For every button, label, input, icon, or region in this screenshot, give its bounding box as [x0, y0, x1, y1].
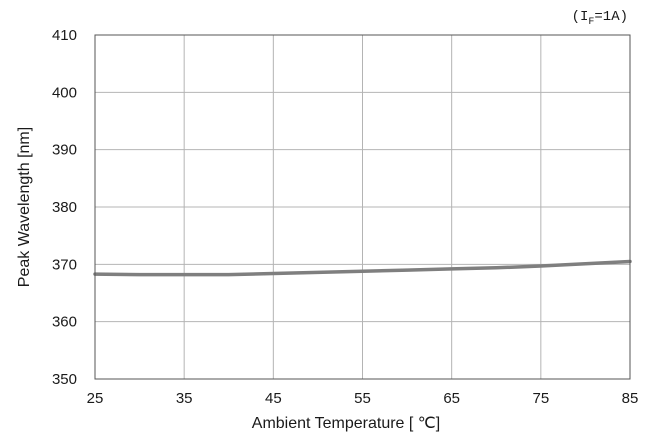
y-tick-label: 410	[52, 27, 77, 44]
series-layer	[93, 259, 632, 277]
x-tick-label: 65	[443, 390, 460, 407]
y-tick-label: 390	[52, 142, 77, 159]
y-tick-label: 400	[52, 84, 77, 101]
y-tick-label: 380	[52, 199, 77, 216]
y-tick-label: 370	[52, 256, 77, 273]
plot-border	[94, 34, 631, 380]
tick-labels: 25 35 45 55 65 75 85 410 400 390 380 370 360 350	[52, 27, 638, 407]
x-axis-label: Ambient Temperature [ ℃]	[252, 415, 440, 432]
x-tick-label: 25	[87, 390, 104, 407]
series-line	[93, 259, 632, 277]
x-tick-label: 85	[622, 390, 639, 407]
x-tick-label: 55	[354, 390, 371, 407]
y-tick-label: 360	[52, 314, 77, 331]
condition-label: (IF=1A)	[572, 9, 628, 28]
x-tick-label: 35	[176, 390, 193, 407]
y-axis-label: Peak Wavelength [nm]	[16, 127, 33, 287]
x-tick-label: 75	[532, 390, 549, 407]
y-tick-label: 350	[52, 371, 77, 388]
x-tick-label: 45	[265, 390, 282, 407]
